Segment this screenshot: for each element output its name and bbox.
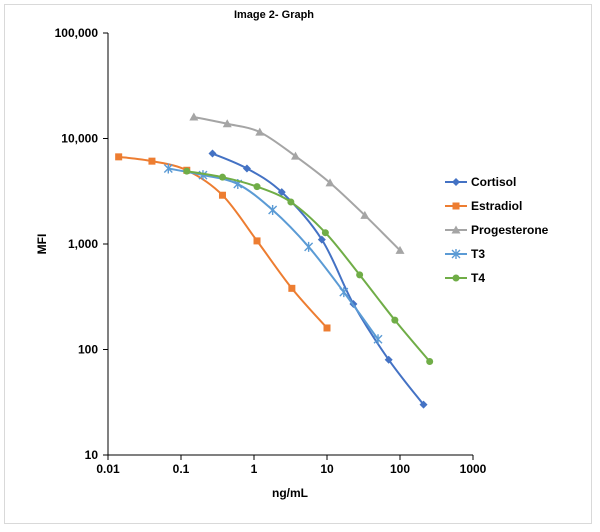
legend-label-estradiol: Estradiol (471, 199, 522, 213)
data-point-progesterone (360, 210, 370, 219)
legend-item-cortisol: Cortisol (445, 175, 516, 189)
legend-label-t3: T3 (471, 247, 485, 261)
x-tick-label: 0.1 (173, 462, 190, 476)
data-point-t3 (339, 287, 349, 298)
legend-item-estradiol: Estradiol (445, 199, 522, 213)
legend-item-t4: T4 (445, 271, 485, 285)
data-point-cortisol (242, 164, 251, 173)
data-point-estradiol (288, 284, 296, 292)
y-axis-label: MFI (35, 234, 49, 255)
data-point-progesterone (395, 245, 405, 254)
data-point-t4 (183, 167, 191, 175)
chart-title: Image 2- Graph (234, 9, 314, 21)
x-tick-label: 1000 (460, 462, 487, 476)
chart-frame (4, 4, 592, 524)
legend-marker-cortisol (452, 178, 460, 186)
legend-item-t3: T3 (445, 247, 485, 261)
series-line-cortisol (212, 152, 425, 406)
data-point-cortisol (208, 149, 217, 158)
x-tick-label: 0.01 (96, 462, 120, 476)
series-t3 (163, 163, 383, 345)
legend-label-t4: T4 (471, 271, 485, 285)
data-point-cortisol (384, 355, 393, 364)
data-point-cortisol (277, 188, 286, 197)
y-tick-label: 100,000 (55, 26, 99, 40)
x-tick-label: 1 (251, 462, 258, 476)
x-tick-label: 100 (390, 462, 410, 476)
x-tick-label: 10 (320, 462, 334, 476)
data-point-t4 (356, 271, 364, 279)
data-point-estradiol (115, 153, 123, 161)
data-point-t4 (321, 229, 329, 237)
data-point-cortisol (419, 400, 428, 409)
legend-marker-t4 (452, 274, 460, 282)
y-tick-label: 10,000 (61, 132, 98, 146)
y-tick-label: 10 (85, 448, 99, 462)
series-line-t4 (186, 170, 431, 363)
y-tick-label: 100 (78, 343, 98, 357)
y-axis-ticks: 10 100 1,000 10,000 100,000 (55, 26, 108, 462)
data-point-progesterone (290, 151, 300, 160)
data-point-t4 (253, 183, 261, 191)
y-tick-label: 1,000 (68, 237, 98, 251)
data-point-t3 (163, 163, 173, 174)
x-axis-label: ng/mL (272, 486, 308, 500)
data-point-progesterone (325, 178, 335, 187)
legend: Cortisol Estradiol Progesterone T3 T4 (445, 175, 549, 285)
series-line-t3 (168, 167, 379, 340)
x-axis-ticks: 0.01 0.1 1 10 100 1000 (96, 455, 487, 476)
data-point-t3 (304, 241, 314, 252)
data-point-cortisol (317, 235, 326, 244)
legend-marker-estradiol (452, 202, 460, 210)
data-point-progesterone (222, 119, 232, 128)
data-point-t3 (268, 205, 278, 216)
series-line-estradiol (118, 155, 328, 329)
data-point-t4 (426, 357, 434, 365)
series-layer (115, 112, 434, 409)
data-point-progesterone (189, 112, 199, 121)
series-cortisol (208, 149, 428, 409)
data-point-estradiol (148, 157, 156, 165)
data-point-estradiol (218, 191, 226, 199)
series-line-progesterone (193, 115, 401, 252)
axes (107, 33, 473, 456)
data-point-estradiol (323, 324, 331, 332)
data-point-t4 (391, 316, 399, 324)
legend-label-progesterone: Progesterone (471, 223, 549, 237)
legend-marker-t3 (451, 249, 461, 259)
series-estradiol (115, 153, 331, 332)
data-point-t3 (373, 334, 383, 345)
series-t4 (183, 167, 434, 365)
legend-label-cortisol: Cortisol (471, 175, 516, 189)
legend-item-progesterone: Progesterone (445, 223, 549, 237)
legend-marker-progesterone (451, 225, 461, 234)
data-point-t4 (287, 198, 295, 206)
series-progesterone (189, 112, 405, 254)
data-point-progesterone (255, 127, 265, 136)
data-point-t4 (218, 173, 226, 181)
data-point-estradiol (253, 237, 261, 245)
